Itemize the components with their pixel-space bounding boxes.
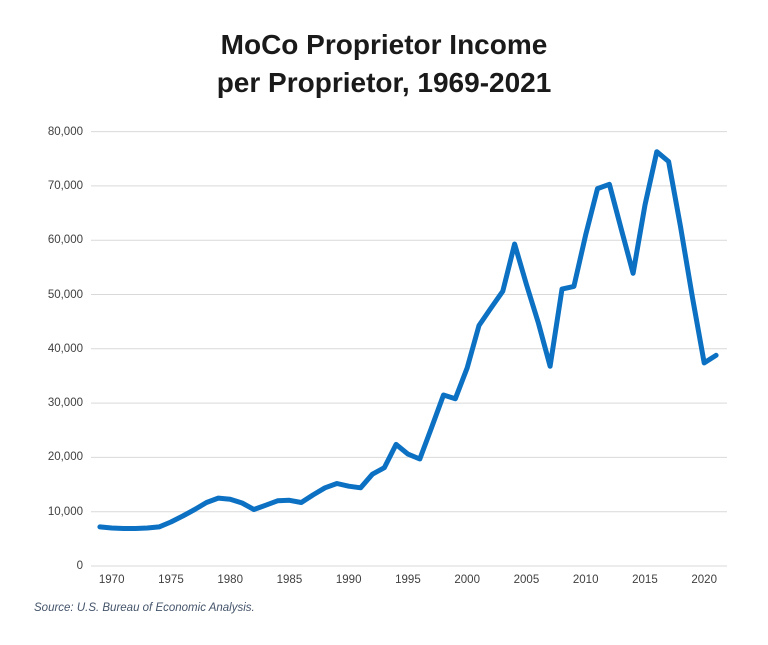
horizontal-gridlines [91, 131, 727, 567]
x-tick-label: 1985 [276, 574, 303, 586]
source-note: Source: U.S. Bureau of Economic Analysis… [34, 602, 255, 614]
y-tick-label: 80,000 [47, 125, 83, 138]
x-tick-label: 1980 [217, 574, 243, 586]
x-tick-label: 1975 [158, 574, 184, 586]
x-tick-label: 1995 [395, 574, 421, 586]
chart-title: MoCo Proprietor Income per Proprietor, 1… [0, 26, 768, 102]
y-tick-label: 60,000 [47, 234, 83, 247]
y-tick-label: 10,000 [47, 505, 83, 518]
x-tick-label: 2010 [572, 574, 599, 586]
chart-title-line-1: MoCo Proprietor Income [220, 29, 548, 60]
x-tick-label: 2000 [454, 574, 480, 586]
y-tick-label: 70,000 [47, 179, 83, 192]
y-tick-label: 0 [76, 560, 83, 572]
x-tick-label: 1970 [98, 574, 125, 586]
y-tick-label: 40,000 [47, 342, 83, 355]
y-tick-label: 30,000 [47, 397, 83, 410]
x-tick-label: 2020 [691, 574, 717, 586]
y-tick-label: 50,000 [47, 288, 83, 301]
income-line-series [97, 149, 719, 531]
x-tick-label: 2005 [513, 574, 540, 586]
x-tick-label: 2015 [632, 574, 658, 586]
x-tick-label: 1990 [335, 574, 362, 586]
y-tick-label: 20,000 [47, 451, 83, 464]
chart-title-line-2: per Proprietor, 1969-2021 [216, 67, 552, 98]
